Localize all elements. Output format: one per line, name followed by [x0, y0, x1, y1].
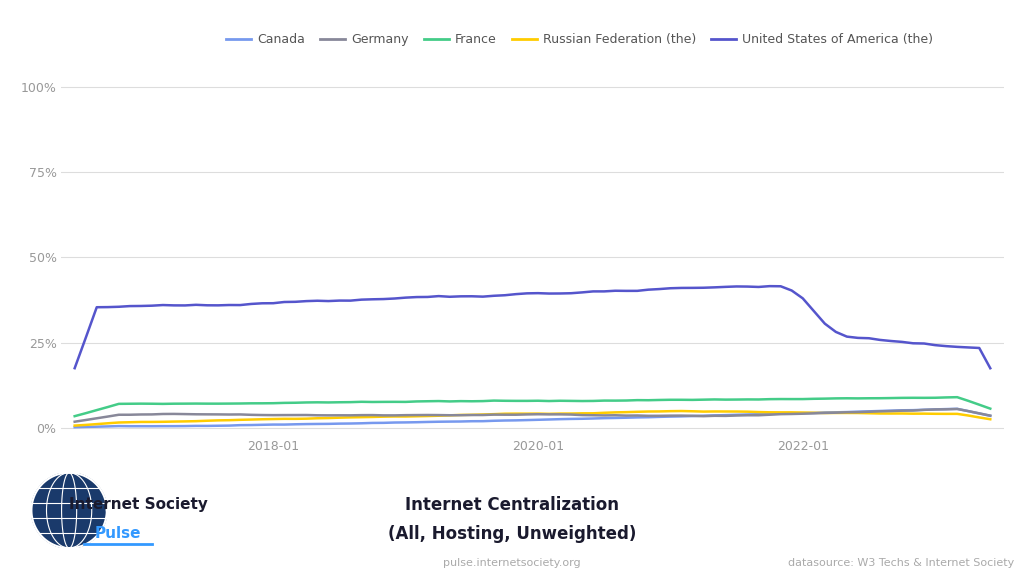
- Legend: Canada, Germany, France, Russian Federation (the), United States of America (the: Canada, Germany, France, Russian Federat…: [221, 28, 938, 52]
- Text: Pulse: Pulse: [94, 526, 141, 541]
- Text: datasource: W3 Techs & Internet Society: datasource: W3 Techs & Internet Society: [787, 557, 1014, 568]
- Text: (All, Hosting, Unweighted): (All, Hosting, Unweighted): [388, 524, 636, 543]
- Text: pulse.internetsociety.org: pulse.internetsociety.org: [443, 557, 581, 568]
- Text: Internet Society: Internet Society: [69, 497, 208, 512]
- Text: Internet Centralization: Internet Centralization: [406, 495, 618, 514]
- Polygon shape: [32, 473, 106, 548]
